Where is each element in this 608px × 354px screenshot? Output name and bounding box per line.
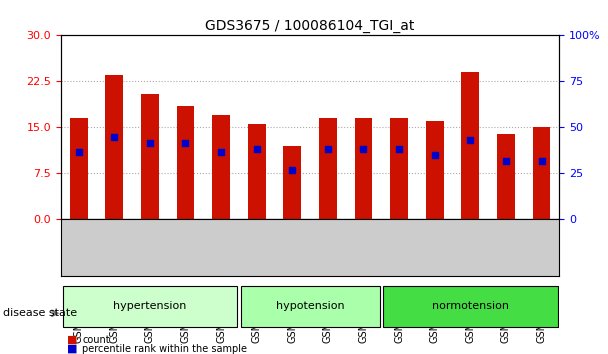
FancyBboxPatch shape (383, 285, 558, 327)
Point (466, 137, 475, 143)
Point (74, 149, 83, 155)
Point (252, 146, 261, 152)
Text: normotension: normotension (432, 301, 509, 311)
Bar (533, 127, 550, 219)
Bar (212, 115, 230, 219)
Bar (497, 133, 515, 219)
Bar (354, 118, 372, 219)
Bar (283, 146, 301, 219)
Text: ■: ■ (67, 335, 77, 345)
Bar (176, 106, 195, 219)
Bar (141, 94, 159, 219)
Point (145, 140, 154, 145)
Point (501, 158, 511, 164)
Bar (461, 72, 479, 219)
Point (430, 152, 440, 158)
Bar (319, 118, 337, 219)
Text: hypotension: hypotension (276, 301, 344, 311)
Bar (105, 75, 123, 219)
Bar (70, 118, 88, 219)
Text: disease state: disease state (3, 308, 77, 318)
Bar (426, 121, 444, 219)
Text: hypertension: hypertension (113, 301, 187, 311)
Point (216, 149, 226, 155)
Point (181, 140, 190, 145)
Text: percentile rank within the sample: percentile rank within the sample (82, 344, 247, 354)
Point (288, 167, 297, 173)
Point (109, 134, 119, 139)
Bar (390, 118, 408, 219)
FancyBboxPatch shape (63, 285, 237, 327)
Text: ■: ■ (67, 344, 77, 354)
Point (394, 146, 404, 152)
FancyBboxPatch shape (241, 285, 379, 327)
Title: GDS3675 / 100086104_TGI_at: GDS3675 / 100086104_TGI_at (206, 19, 415, 33)
Point (359, 146, 368, 152)
Text: count: count (82, 335, 109, 345)
Point (323, 146, 333, 152)
Point (537, 158, 547, 164)
Bar (247, 124, 266, 219)
